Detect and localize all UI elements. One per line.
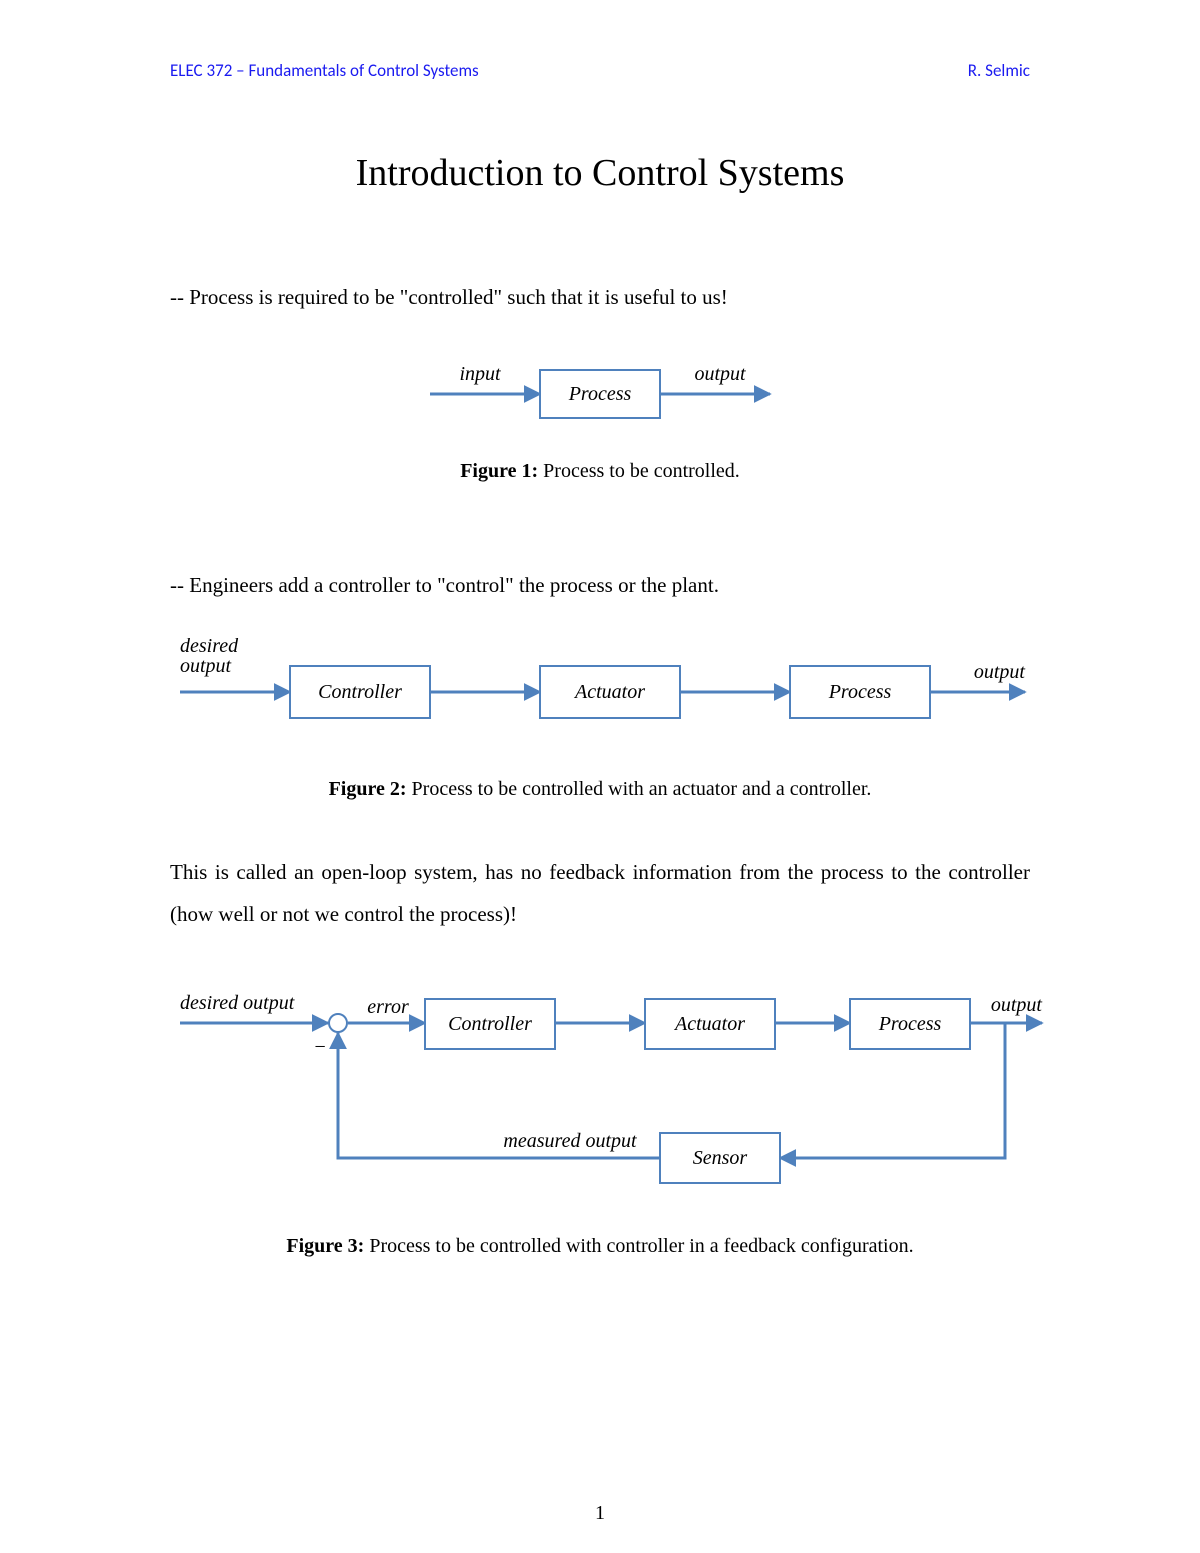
svg-text:measured output: measured output — [503, 1130, 637, 1152]
bullet-2: -- Engineers add a controller to "contro… — [170, 573, 1030, 598]
svg-text:Process: Process — [828, 681, 892, 703]
svg-text:output: output — [974, 661, 1026, 683]
page-header: ELEC 372 – Fundamentals of Control Syste… — [170, 60, 1030, 81]
svg-text:desired output: desired output — [180, 992, 295, 1014]
svg-text:Process: Process — [878, 1013, 942, 1035]
figure-1-caption-label: Figure 1: — [460, 460, 538, 482]
figure-2-caption: Figure 2: Process to be controlled with … — [170, 778, 1030, 801]
header-author: R. Selmic — [968, 60, 1030, 81]
figure-2: ControllerActuatorProcessdesiredoutputou… — [170, 638, 1030, 748]
svg-text:Actuator: Actuator — [573, 681, 645, 703]
figure-2-caption-text: Process to be controlled with an actuato… — [407, 778, 872, 800]
svg-text:error: error — [367, 996, 409, 1018]
figure-2-caption-label: Figure 2: — [329, 778, 407, 800]
svg-text:Controller: Controller — [448, 1013, 532, 1035]
svg-text:Process: Process — [568, 383, 632, 405]
figure-3-svg: Controller Actuator Process Sensor desired o… — [170, 975, 1050, 1205]
figure-3: Controller Actuator Process Sensor desired o… — [170, 975, 1030, 1205]
header-course: ELEC 372 – Fundamentals of Control Syste… — [170, 60, 479, 81]
svg-text:Controller: Controller — [318, 681, 402, 703]
svg-text:output: output — [694, 363, 746, 385]
page-title: Introduction to Control Systems — [170, 151, 1030, 195]
figure-1: Process input output — [170, 350, 1030, 430]
svg-text:−: − — [313, 1036, 327, 1058]
page-number: 1 — [0, 1502, 1200, 1525]
svg-text:Sensor: Sensor — [693, 1147, 748, 1169]
page: ELEC 372 – Fundamentals of Control Syste… — [0, 0, 1200, 1553]
svg-text:output: output — [180, 655, 232, 677]
figure-1-caption: Figure 1: Process to be controlled. — [170, 460, 1030, 483]
paragraph-1: This is called an open-loop system, has … — [170, 851, 1030, 935]
figure-1-caption-text: Process to be controlled. — [538, 460, 740, 482]
figure-3-caption: Figure 3: Process to be controlled with … — [170, 1235, 1030, 1258]
figure-1-svg: Process input output — [410, 350, 790, 430]
svg-text:output: output — [991, 994, 1043, 1016]
figure-2-svg: ControllerActuatorProcessdesiredoutputou… — [170, 638, 1030, 748]
svg-text:input: input — [459, 363, 501, 385]
figure-3-caption-label: Figure 3: — [286, 1235, 364, 1257]
svg-text:Actuator: Actuator — [673, 1013, 745, 1035]
bullet-1: -- Process is required to be "controlled… — [170, 285, 1030, 310]
figure-3-caption-text: Process to be controlled with controller… — [364, 1235, 913, 1257]
